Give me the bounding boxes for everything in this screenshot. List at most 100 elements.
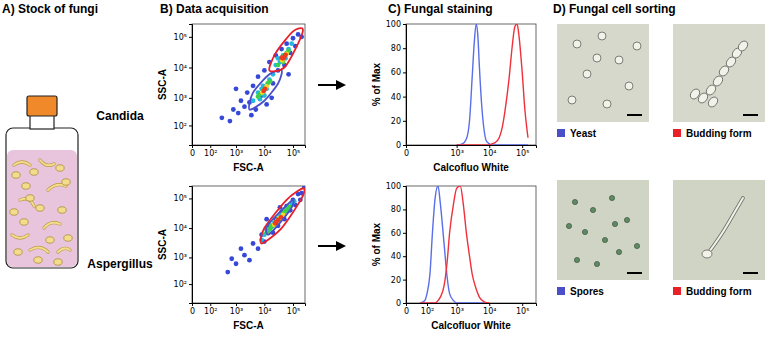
micrograph-background: [673, 180, 765, 280]
image-label: Budding form: [686, 128, 752, 139]
spore: [572, 199, 577, 204]
density-plot: 010²10³10⁴10⁵10²10³10⁴10⁵FSC-ASSC-A: [157, 24, 306, 173]
tick-mark: [189, 228, 192, 229]
x-axis: 010²10³10⁴10⁵: [190, 303, 306, 316]
tick-label: 10²: [204, 307, 217, 316]
fungus-hypha: [44, 223, 60, 228]
plot-area: [457, 24, 528, 145]
tick-mark: [457, 145, 458, 148]
gate: [249, 70, 282, 110]
event-point: [239, 98, 244, 103]
yeast-cell: [583, 70, 591, 78]
tick: 10⁵: [174, 33, 192, 42]
fungus-cell: [54, 259, 62, 265]
tick-mark: [189, 284, 192, 285]
event-point: [231, 107, 236, 112]
axis-line: [407, 304, 537, 307]
tick-label: 60: [391, 68, 401, 77]
fungus-cell: [10, 209, 18, 215]
tick-label: 10⁵: [287, 149, 300, 158]
axis-line: [189, 25, 193, 146]
tick: 10⁵: [287, 145, 300, 158]
row-label: Candida: [96, 109, 144, 123]
tick: 10²: [204, 303, 217, 316]
tick: 10³: [230, 145, 243, 158]
tick-label: 10³: [230, 307, 243, 316]
fungus-hypha: [12, 235, 28, 238]
arrow: [318, 84, 344, 86]
tick-label: 0: [404, 307, 409, 316]
tick-label: 0: [190, 307, 195, 316]
tick: 80: [391, 44, 406, 53]
hypha-outline: [709, 198, 743, 252]
tick-label: 10⁴: [483, 149, 496, 158]
tick: 20: [391, 276, 406, 285]
event-point: [251, 83, 256, 88]
event-point: [262, 68, 267, 73]
plot-frame: [192, 186, 305, 303]
tick-label: 100: [386, 20, 401, 29]
tick-label: 10⁴: [258, 149, 271, 158]
axis-line: [193, 146, 306, 149]
tick: 10⁵: [174, 194, 192, 203]
density-plot: 010²10³10⁴10⁵10²10³10⁴10⁵FSC-ASSC-A: [157, 185, 307, 331]
tick-mark: [189, 125, 192, 126]
y-axis: 020406080100: [386, 182, 407, 308]
event-point: [268, 79, 273, 84]
tick-mark: [189, 37, 192, 38]
tick: 10³: [174, 253, 192, 262]
tick-mark: [236, 303, 237, 306]
event-point: [289, 41, 294, 46]
figure: A) Stock of fungiB) Data acquisitionC) F…: [0, 0, 778, 344]
fungus-cell: [58, 207, 66, 213]
event-point: [256, 74, 261, 79]
legend-swatch: [673, 287, 681, 295]
tick: 10⁴: [483, 145, 496, 158]
fungus-hypha: [40, 160, 54, 165]
tick-label: 100: [386, 182, 401, 191]
tick: 100: [386, 182, 406, 191]
tick-mark: [210, 145, 211, 148]
tick-mark: [293, 303, 294, 306]
micrograph-background: [557, 180, 649, 280]
tick-label: 10²: [421, 307, 434, 316]
image-label: Spores: [570, 286, 604, 297]
tick-mark: [489, 145, 490, 148]
fungus-hypha-fill: [30, 247, 48, 252]
tick-mark: [403, 121, 406, 122]
panel-title: C) Fungal staining: [388, 2, 493, 16]
fungus-cell: [20, 219, 28, 225]
tick-mark: [189, 198, 192, 199]
event-point: [269, 95, 274, 100]
germinating-spore: [702, 250, 712, 258]
tick: 10²: [174, 280, 192, 289]
tick-mark: [403, 280, 406, 281]
tick-label: 0: [404, 149, 409, 158]
event-point: [234, 86, 239, 91]
legend-swatch: [557, 287, 565, 295]
tick: 0: [396, 141, 406, 150]
histogram: 010²10³10⁴10⁵020406080100Calcofluor Whit…: [371, 182, 537, 331]
event-point: [242, 253, 247, 258]
histogram: 010³10⁴10⁵020406080100Calcofluo White% o…: [371, 20, 537, 173]
axis-line: [189, 187, 193, 304]
tick-label: 10³: [450, 307, 463, 316]
tick: 80: [391, 205, 406, 214]
budding-cell: [736, 39, 749, 53]
tick-mark: [403, 303, 406, 304]
fungus-cell: [30, 169, 38, 175]
scale-bar: [743, 114, 758, 116]
histogram-line: [457, 24, 528, 145]
tick-label: 80: [391, 44, 401, 53]
tick-mark: [189, 257, 192, 258]
tick: 10³: [450, 145, 463, 158]
tick-label: 0: [396, 299, 401, 308]
micrograph-background: [557, 24, 649, 122]
bottle-liquid: [7, 150, 77, 267]
x-axis: 010²10³10⁴10⁵: [404, 303, 537, 316]
event-point: [283, 52, 288, 57]
legend-swatch: [673, 129, 681, 137]
tick-label: 10⁵: [174, 194, 187, 203]
tick-label: 20: [391, 276, 401, 285]
fungus-cell: [26, 195, 34, 201]
